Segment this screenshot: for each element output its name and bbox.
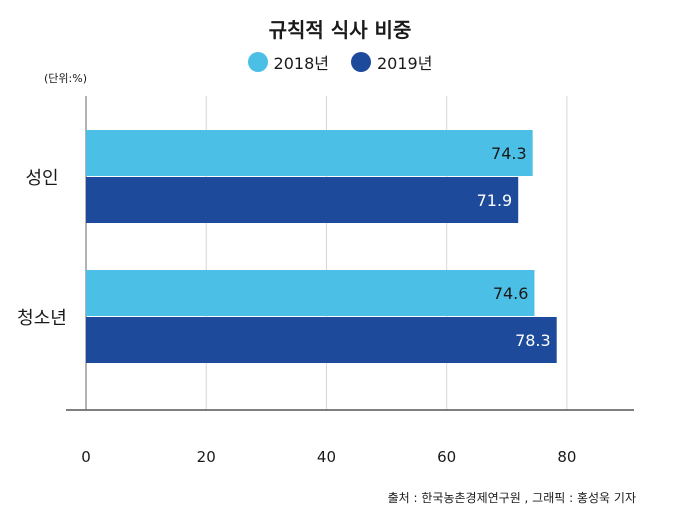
legend-dot-2019 — [351, 52, 371, 72]
x-tick-label-4: 80 — [557, 448, 576, 466]
bar-value-label-1-0: 74.6 — [493, 284, 529, 303]
legend-label-2018: 2018년 — [273, 54, 329, 73]
x-tick-label-2: 40 — [317, 448, 336, 466]
chart-title: 규칙적 식사 비중 — [268, 18, 412, 42]
unit-label: (단위:%) — [44, 72, 87, 85]
bar-value-label-0-0: 74.3 — [491, 144, 527, 163]
x-tick-label-1: 20 — [197, 448, 216, 466]
bar-value-label-1-1: 78.3 — [515, 331, 551, 350]
bar-0-0 — [86, 130, 533, 176]
legend-item-2018: 2018년 — [247, 50, 329, 74]
legend-label-2019: 2019년 — [377, 54, 433, 73]
bar-0-1 — [86, 177, 519, 223]
x-tick-label-0: 0 — [81, 448, 91, 466]
x-tick-label-3: 60 — [437, 448, 456, 466]
bar-1-0 — [86, 270, 535, 316]
bar-value-label-0-1: 71.9 — [477, 191, 513, 210]
category-label-0: 성인 — [25, 168, 58, 189]
category-label-1: 청소년 — [17, 308, 67, 329]
bar-1-1 — [86, 317, 557, 363]
legend: 2018년 2019년 — [0, 50, 680, 74]
legend-item-2019: 2019년 — [351, 50, 432, 74]
source-credit: 출처 : 한국농촌경제연구원 , 그래픽 : 홍성욱 기자 — [387, 491, 636, 505]
legend-dot-2018 — [247, 52, 268, 72]
